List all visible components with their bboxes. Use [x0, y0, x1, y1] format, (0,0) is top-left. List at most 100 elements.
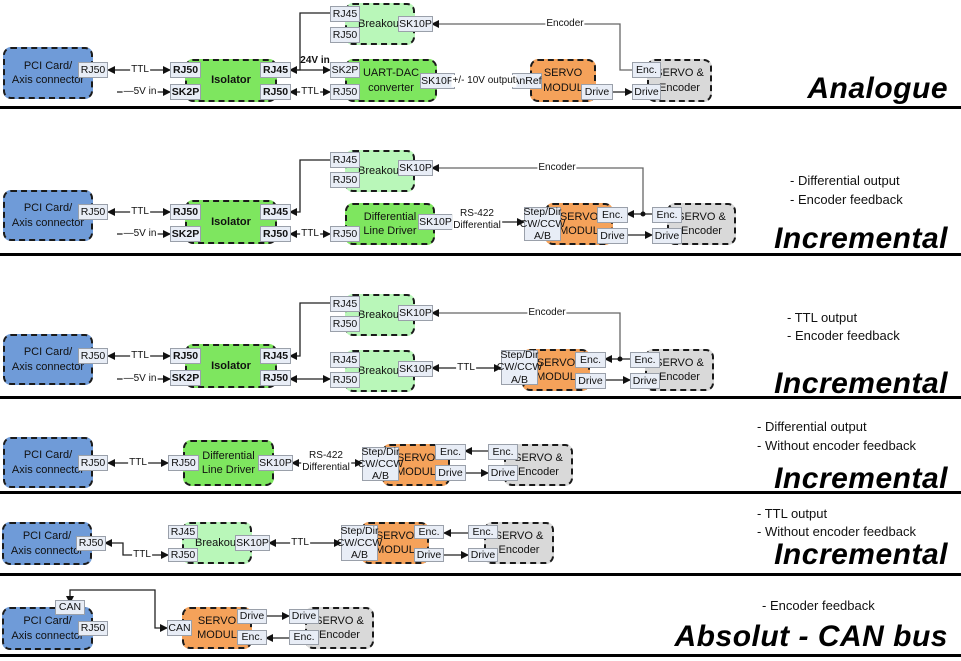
servo-enc-port: Enc. [597, 207, 628, 223]
section-title: Incremental [774, 367, 948, 400]
iso-rj50-in-port: RJ50 [170, 348, 201, 364]
motor-enc-port: Enc. [630, 352, 660, 368]
ttl1-signal-label: TTL [130, 64, 150, 76]
ttl1-signal-label: TTL [132, 549, 152, 561]
section-title: Incremental [774, 222, 948, 255]
servo-enc-port: Enc. [575, 352, 606, 368]
ttl2-signal-label: TTL [300, 228, 320, 240]
pci-can-port: CAN [55, 600, 85, 615]
servo-step-port: Step/Dir CW/CCW A/B [496, 349, 543, 386]
section-separator [0, 491, 961, 494]
motor-drive-port: Drive [289, 609, 319, 624]
servo-drive-port: Drive [237, 609, 267, 624]
encoder-signal-label: Encoder [527, 307, 567, 319]
pci-rj50-port: RJ50 [78, 455, 108, 471]
ttl1-signal-label: TTL [130, 206, 150, 218]
brk2-rj45-port: RJ45 [330, 352, 360, 368]
connection-line [289, 159, 330, 216]
section-note: - Encoder feedback [790, 192, 903, 207]
section-title: Analogue [807, 72, 948, 105]
servo-can-port: CAN [167, 620, 192, 636]
conv-rj50-port: RJ50 [330, 84, 360, 100]
iso-sk2p-port: SK2P [170, 226, 201, 242]
ttl1-signal-label: TTL [128, 457, 148, 469]
connection-line [431, 309, 621, 359]
servo-step-port: Step/Dir CW/CCW A/B [357, 445, 404, 483]
servo-enc-port: Enc. [435, 444, 466, 460]
brk-rj50-port: RJ50 [330, 27, 360, 43]
encoder-signal-label: Encoder [545, 18, 585, 30]
servo-drive-port: Drive [435, 465, 466, 481]
brk2-rj50-port: RJ50 [330, 372, 360, 388]
ttl2-signal-label: TTL [290, 537, 310, 549]
iso-rj45-port: RJ45 [260, 348, 291, 364]
servo-enc-port: Enc. [414, 525, 444, 539]
rs422-signal-label: RS-422 Differential [452, 208, 502, 232]
drv-sk10p-port: SK10P [418, 214, 453, 230]
iso-rj50-out-port: RJ50 [260, 226, 291, 242]
connection-line [289, 12, 330, 74]
pci-rj50-port: RJ50 [78, 62, 108, 78]
brk-sk10p-port: SK10P [235, 535, 270, 551]
v5-signal-label: —5V in [122, 373, 158, 385]
brk-rj50-port: RJ50 [168, 548, 198, 562]
brk2-sk10p-port: SK10P [398, 361, 433, 377]
section-note: - Without encoder feedback [757, 524, 916, 539]
pci-rj50-port: RJ50 [78, 204, 108, 220]
iso-rj50-in-port: RJ50 [170, 204, 201, 220]
pci-block: PCI Card/ Axis connector [2, 607, 93, 650]
motor-enc-port: Enc. [652, 207, 682, 223]
motor-enc-port: Enc. [632, 62, 661, 78]
section-note: - TTL output [787, 310, 858, 325]
motor-drive-port: Drive [468, 548, 498, 562]
pci-block: PCI Card/ Axis connector [2, 522, 92, 565]
brk1-rj50-port: RJ50 [330, 316, 360, 332]
ttl2-signal-label: TTL [300, 86, 320, 98]
v24-signal-label: 24V in [300, 55, 330, 66]
iso-rj50-in-port: RJ50 [170, 62, 201, 78]
iso-rj50-out-port: RJ50 [260, 370, 291, 386]
pci-rj50-port: RJ50 [78, 621, 108, 636]
conv-sk10p-port: SK10P [420, 73, 455, 89]
brk-sk10p-port: SK10P [398, 16, 433, 32]
motor-enc-port: Enc. [289, 630, 319, 645]
encoder-signal-label: Encoder [537, 162, 577, 174]
section-separator [0, 253, 961, 256]
iso-sk2p-port: SK2P [170, 84, 201, 100]
section-note: - Differential output [790, 173, 900, 188]
servo-drive-port: Drive [575, 373, 606, 389]
section-note: - TTL output [757, 506, 828, 521]
iso-rj50-out-port: RJ50 [260, 84, 291, 100]
drv-sk10p-port: SK10P [258, 455, 293, 471]
motor-drive-port: Drive [630, 373, 660, 389]
motor-drive-port: Drive [652, 228, 682, 244]
ttl3-signal-label: TTL [456, 362, 476, 374]
drv-rj50-port: RJ50 [330, 226, 360, 242]
section-separator [0, 106, 961, 109]
brk-sk10p-port: SK10P [398, 160, 433, 176]
section-note: - Encoder feedback [787, 328, 900, 343]
junction-dot [640, 211, 646, 217]
v5-signal-label: —5V in [122, 228, 158, 240]
section-separator [0, 654, 961, 657]
connection-line [289, 302, 330, 360]
section-note: - Encoder feedback [762, 598, 875, 613]
motor-drive-port: Drive [488, 465, 518, 481]
drv-rj50-port: RJ50 [168, 455, 199, 471]
section-separator [0, 396, 961, 399]
motor-block: SERVO & Encoder [484, 522, 554, 564]
iso-rj45-port: RJ45 [260, 204, 291, 220]
section-note: - Without encoder feedback [757, 438, 916, 453]
brk-rj50-port: RJ50 [330, 172, 360, 188]
servo-step-port: Step/Dir CW/CCW A/B [336, 524, 383, 562]
iso-sk2p-port: SK2P [170, 370, 201, 386]
iso-rj45-port: RJ45 [260, 62, 291, 78]
section-separator [0, 573, 961, 576]
brk-rj45-port: RJ45 [330, 6, 360, 22]
servo-enc-port: Enc. [237, 630, 267, 645]
junction-dot [617, 356, 623, 362]
brk-rj45-port: RJ45 [168, 525, 198, 539]
connection-line [431, 164, 644, 214]
v5-signal-label: —5V in [122, 86, 158, 98]
